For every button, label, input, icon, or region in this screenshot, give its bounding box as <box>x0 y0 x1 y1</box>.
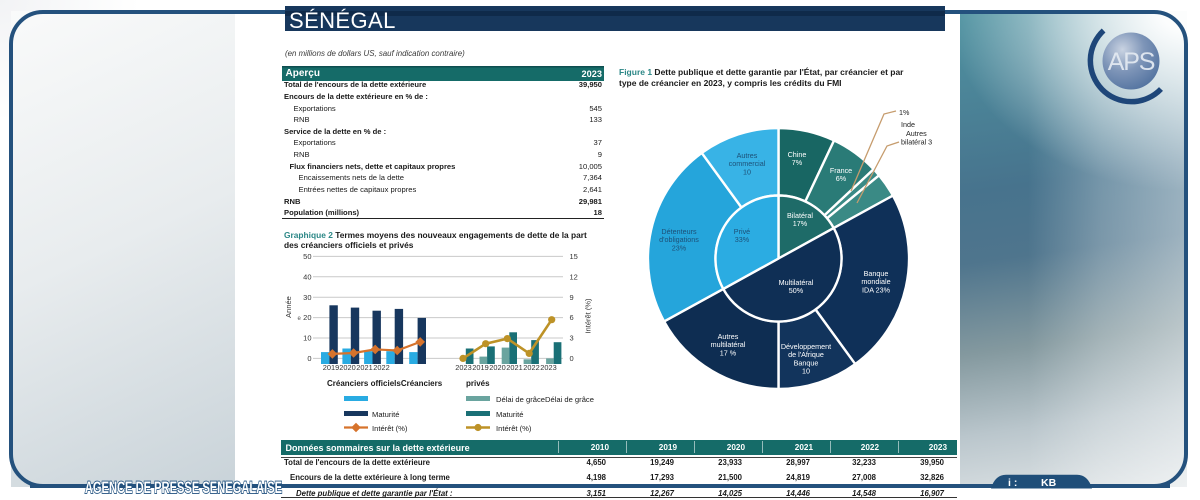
svg-text:9: 9 <box>570 293 574 302</box>
svg-text:e: e <box>298 316 302 322</box>
svg-text:20: 20 <box>303 313 311 322</box>
svg-text:6: 6 <box>570 313 574 322</box>
svg-text:2023: 2023 <box>540 363 556 372</box>
svg-text:0: 0 <box>307 354 311 363</box>
svg-text:2020: 2020 <box>489 363 505 372</box>
svg-text:2020: 2020 <box>339 363 355 372</box>
svg-text:2019: 2019 <box>323 363 339 372</box>
svg-text:3: 3 <box>570 334 574 343</box>
svg-text:30: 30 <box>303 293 311 302</box>
svg-text:bilatéral 3: bilatéral 3 <box>901 138 932 147</box>
svg-text:10: 10 <box>303 334 311 343</box>
svg-text:i :: i : <box>1008 477 1017 489</box>
svg-text:2022: 2022 <box>523 363 539 372</box>
svg-text:Année: Année <box>284 296 293 318</box>
svg-text:2021: 2021 <box>356 363 372 372</box>
svg-text:AGENCE DE PRESSE SENEGALAISE: AGENCE DE PRESSE SENEGALAISE <box>85 479 283 498</box>
svg-text:2021: 2021 <box>506 363 522 372</box>
svg-text:Inde: Inde <box>901 120 915 129</box>
svg-text:APS: APS <box>1108 48 1155 76</box>
svg-text:50: 50 <box>303 252 311 261</box>
svg-text:KB: KB <box>1041 477 1057 489</box>
svg-text:1%: 1% <box>899 108 910 117</box>
svg-text:Intérêt (%): Intérêt (%) <box>584 298 593 334</box>
svg-text:2019: 2019 <box>472 363 488 372</box>
svg-text:2022: 2022 <box>373 363 389 372</box>
svg-text:12: 12 <box>570 272 578 281</box>
svg-text:2023: 2023 <box>455 363 471 372</box>
svg-text:40: 40 <box>303 272 311 281</box>
svg-text:0: 0 <box>570 354 574 363</box>
svg-text:15: 15 <box>570 252 578 261</box>
svg-text:Autres: Autres <box>906 129 927 138</box>
